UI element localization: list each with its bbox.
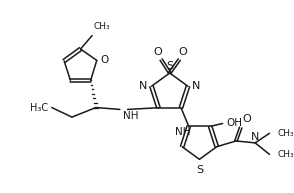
Text: S: S (196, 165, 203, 175)
Text: O: O (101, 55, 109, 65)
Text: NH: NH (123, 111, 138, 121)
Text: H₃C: H₃C (30, 102, 48, 113)
Text: S: S (166, 61, 173, 71)
Text: O: O (154, 47, 163, 57)
Text: O: O (179, 47, 188, 57)
Text: N: N (251, 132, 259, 142)
Text: O: O (243, 114, 251, 124)
Text: CH₃: CH₃ (277, 150, 294, 159)
Text: NH: NH (175, 127, 191, 137)
Text: N: N (192, 81, 200, 91)
Text: CH₃: CH₃ (277, 129, 294, 138)
Text: N: N (139, 81, 148, 91)
Text: OH: OH (226, 119, 243, 129)
Text: CH₃: CH₃ (94, 22, 111, 31)
